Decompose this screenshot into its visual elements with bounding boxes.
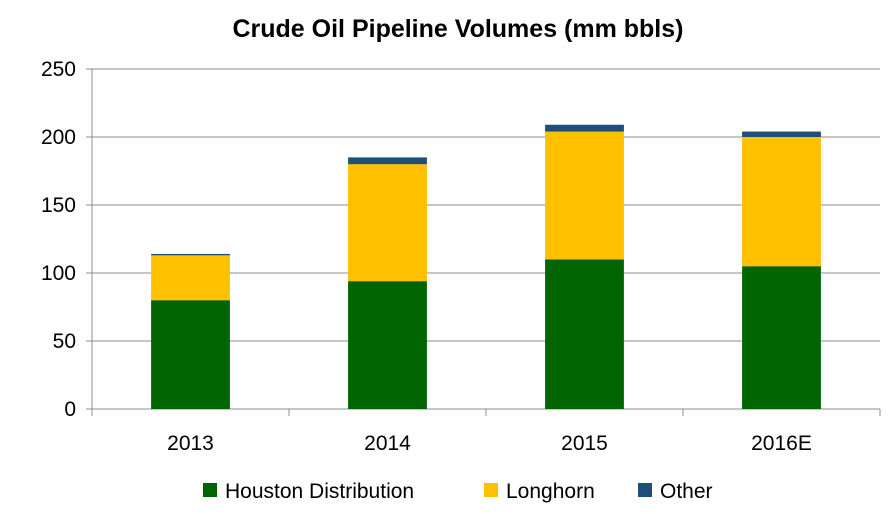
bar-longhorn	[742, 137, 821, 267]
chart-title: Crude Oil Pipeline Volumes (mm bbls)	[232, 15, 683, 43]
y-tick-label: 150	[41, 194, 76, 217]
x-tick-label: 2016E	[751, 432, 812, 455]
bar-other	[742, 131, 821, 137]
bar-houston-distribution	[151, 300, 230, 409]
x-tick-labels: 2013 2014 2015 2016E	[167, 432, 812, 455]
bar-longhorn	[545, 131, 624, 260]
y-tick-label: 200	[41, 126, 76, 149]
bar-other	[545, 124, 624, 132]
y-tick-label: 0	[64, 398, 76, 421]
y-tick-label: 250	[41, 58, 76, 81]
bar-houston-distribution	[545, 259, 624, 409]
legend-label: Longhorn	[506, 480, 595, 503]
x-tick-label: 2013	[167, 432, 214, 455]
bar-longhorn	[151, 255, 230, 301]
legend-label: Other	[660, 480, 713, 503]
legend-swatch	[638, 483, 652, 497]
bar-houston-distribution	[348, 281, 427, 409]
bars	[151, 124, 821, 409]
y-tick-labels: 0 50 100 150 200 250	[41, 58, 76, 421]
bar-houston-distribution	[742, 266, 821, 409]
bar-other	[151, 253, 230, 256]
legend-swatch	[203, 483, 217, 497]
bar-other	[348, 157, 427, 165]
y-tick-label: 100	[41, 262, 76, 285]
x-tick-label: 2014	[364, 432, 411, 455]
legend: Houston Distribution Longhorn Other	[203, 480, 713, 503]
legend-swatch	[484, 483, 498, 497]
legend-label: Houston Distribution	[225, 480, 414, 503]
bar-longhorn	[348, 164, 427, 282]
y-tick-label: 50	[53, 330, 76, 353]
x-tick-label: 2015	[561, 432, 608, 455]
